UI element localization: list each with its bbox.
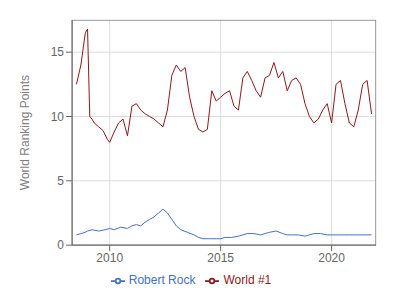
- svg-text:World Ranking Points: World Ranking Points: [18, 75, 32, 190]
- svg-text:10: 10: [51, 110, 65, 124]
- svg-text:2020: 2020: [318, 251, 345, 265]
- html-text:Robert Rock: Robert Rock: [128, 273, 196, 288]
- svg-text:0: 0: [57, 238, 64, 252]
- svg-text:2015: 2015: [207, 251, 234, 265]
- html-text:World #1: World #1: [223, 273, 272, 288]
- svg-text:15: 15: [51, 45, 65, 59]
- svg-text:2010: 2010: [96, 251, 123, 265]
- svg-text:5: 5: [57, 174, 64, 188]
